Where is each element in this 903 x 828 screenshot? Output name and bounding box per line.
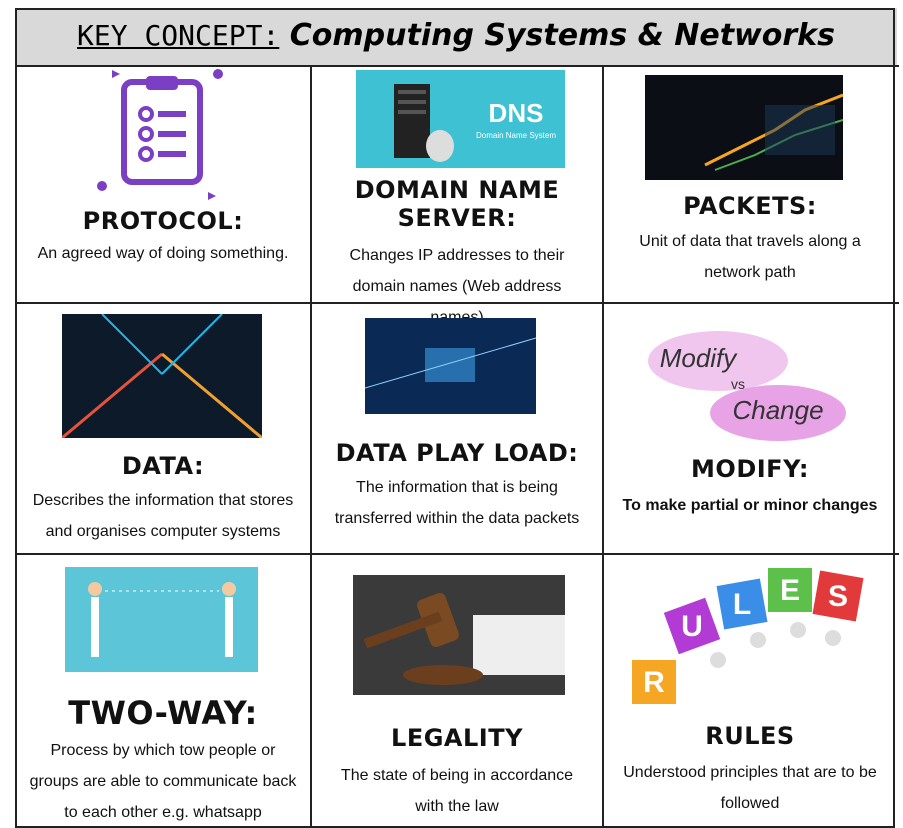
definition: Unit of data that travels along a networ… bbox=[639, 233, 861, 281]
legality-image bbox=[353, 575, 565, 695]
definition: The information that is being transferre… bbox=[334, 479, 580, 527]
payload-image bbox=[365, 318, 536, 414]
term: DATA: bbox=[121, 452, 205, 480]
row-divider bbox=[15, 65, 899, 67]
image-text: E bbox=[780, 574, 800, 607]
definition: An agreed way of doing something. bbox=[37, 245, 289, 262]
definition: Process by which tow people or groups ar… bbox=[29, 742, 297, 821]
two-way-image bbox=[65, 567, 258, 672]
row-divider bbox=[15, 302, 899, 304]
col-divider bbox=[602, 66, 604, 826]
image-text: S bbox=[828, 580, 848, 613]
definition: The state of being in accordance with th… bbox=[340, 767, 574, 815]
row-divider bbox=[15, 553, 899, 555]
image-text: vs bbox=[731, 376, 745, 392]
protocol-icon bbox=[97, 69, 223, 200]
image-text: Change bbox=[732, 395, 823, 425]
col-divider bbox=[310, 66, 312, 826]
term: PROTOCOL: bbox=[82, 207, 244, 235]
image-text: L bbox=[733, 588, 751, 621]
title: KEY CONCEPT: Computing Systems & Network… bbox=[15, 14, 897, 58]
title-text: Computing Systems & Networks bbox=[289, 18, 835, 53]
term: RULES bbox=[705, 722, 795, 750]
term: TWO-WAY: bbox=[68, 694, 258, 732]
title-bar bbox=[15, 8, 897, 66]
image-text: Domain Name System bbox=[476, 131, 556, 140]
term: MODIFY: bbox=[691, 455, 809, 483]
definition: To make partial or minor changes bbox=[622, 497, 878, 514]
definition: Understood principles that are to be fol… bbox=[623, 764, 877, 812]
definition: Describes the information that stores an… bbox=[32, 492, 294, 540]
term: DOMAIN NAME SERVER: bbox=[354, 176, 560, 232]
rules-image: R U L E S bbox=[632, 568, 864, 704]
image-text: Modify bbox=[660, 343, 739, 373]
data-image bbox=[62, 314, 262, 438]
packets-image bbox=[645, 75, 843, 180]
dns-image: DNS Domain Name System bbox=[356, 70, 565, 168]
term: DATA PLAY LOAD: bbox=[335, 439, 579, 467]
image-text: DNS bbox=[489, 98, 544, 128]
image-text: R bbox=[643, 666, 665, 699]
modify-image: Modify vs Change bbox=[648, 331, 846, 441]
term: LEGALITY bbox=[391, 724, 523, 752]
term: PACKETS: bbox=[683, 192, 817, 220]
title-prefix: KEY CONCEPT: bbox=[77, 19, 280, 52]
image-text: U bbox=[681, 610, 703, 643]
